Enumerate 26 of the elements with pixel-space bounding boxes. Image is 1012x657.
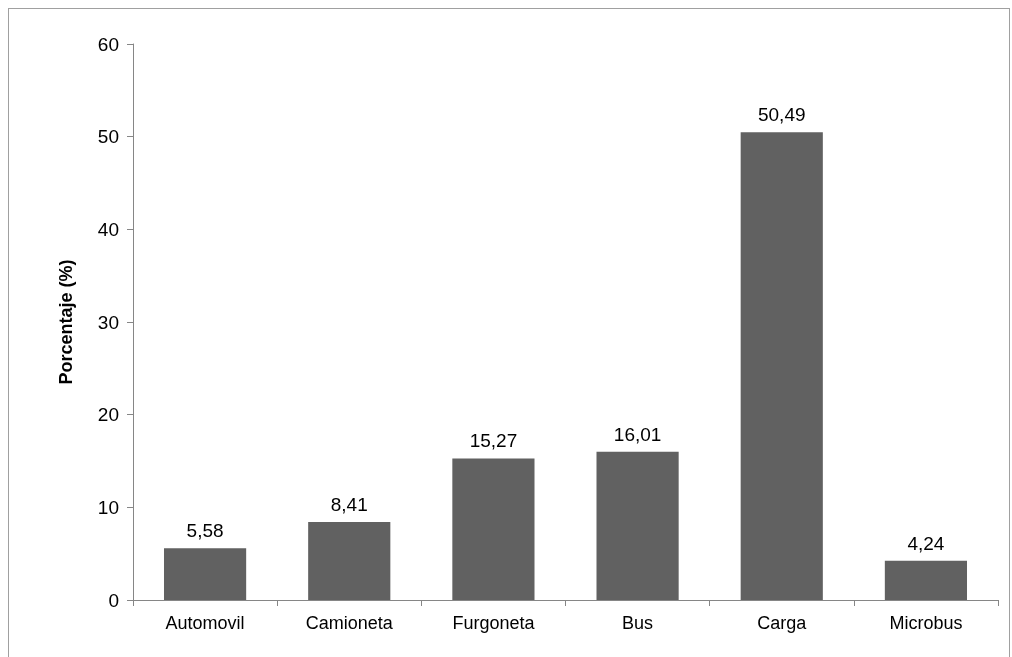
y-tick-label: 10 [97, 496, 119, 518]
data-label: 8,41 [330, 494, 368, 516]
x-tick-label: Carga [757, 613, 808, 633]
y-tick-label: 30 [97, 311, 119, 333]
data-label: 5,58 [186, 520, 224, 542]
bar [596, 451, 679, 600]
y-axis-title: Porcentaje (%) [56, 259, 76, 385]
x-tick-label: Bus [622, 613, 654, 633]
data-label: 15,27 [469, 430, 518, 452]
x-tick-label: Automovil [165, 613, 245, 633]
x-tick-label: Furgoneta [452, 613, 536, 633]
y-tick-label: 0 [108, 589, 119, 611]
data-label: 16,01 [613, 423, 662, 445]
y-tick-label: 20 [97, 404, 119, 426]
bar [164, 548, 247, 600]
bar [740, 132, 823, 600]
bar [308, 522, 391, 600]
bar [452, 458, 535, 600]
data-label: 50,49 [757, 104, 806, 126]
x-tick-label: Microbus [889, 613, 963, 633]
x-tick-label: Camioneta [305, 613, 394, 633]
y-tick-label: 40 [97, 218, 119, 240]
y-tick-label: 50 [97, 126, 119, 148]
bar [884, 560, 967, 600]
y-tick-label: 60 [97, 33, 119, 55]
data-label: 4,24 [907, 532, 945, 554]
